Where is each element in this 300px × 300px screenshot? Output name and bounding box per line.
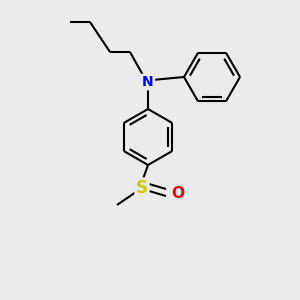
Text: S: S	[136, 179, 148, 197]
Text: O: O	[172, 185, 184, 200]
Text: N: N	[142, 75, 154, 89]
